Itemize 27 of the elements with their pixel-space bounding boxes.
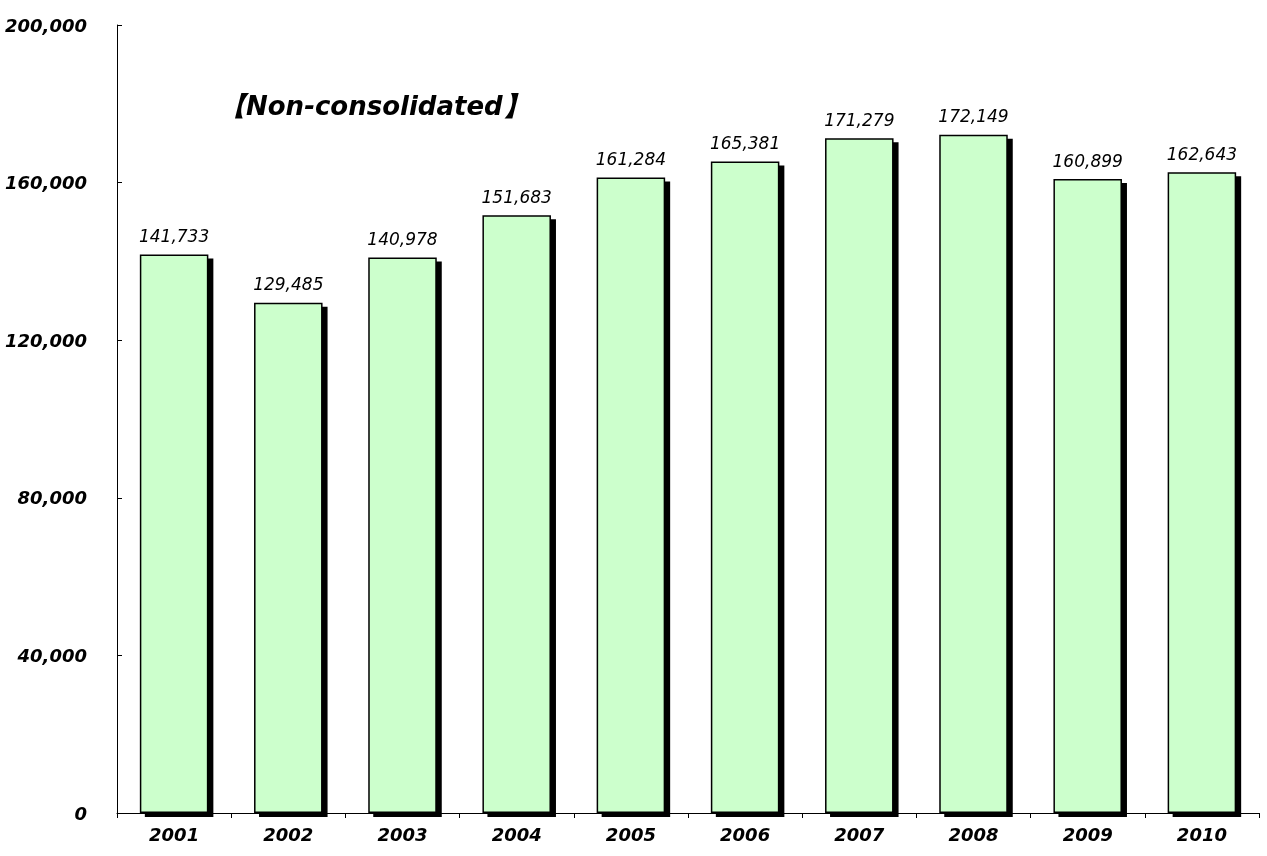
- y-tick-label: 120,000: [5, 329, 87, 351]
- data-label: 161,284: [595, 149, 667, 170]
- x-tick-label: 2003: [377, 823, 428, 845]
- data-label: 160,899: [1052, 150, 1123, 171]
- data-label: 129,485: [253, 274, 324, 295]
- text: 【Non-consolidated】: [220, 91, 529, 121]
- y-tick-label: 0: [74, 802, 87, 824]
- x-tick-label: 2002: [263, 823, 314, 845]
- data-label: 141,733: [138, 226, 210, 247]
- y-tick-label: 160,000: [5, 172, 87, 194]
- x-tick-label: 2010: [1176, 823, 1227, 845]
- y-tick-label: 80,000: [17, 487, 87, 509]
- x-tick-label: 2004: [491, 823, 542, 845]
- data-label: 162,643: [1166, 143, 1238, 164]
- y-tick-label: 200,000: [5, 14, 87, 36]
- x-tick-label: 2006: [720, 823, 771, 845]
- x-tick-label: 2009: [1062, 823, 1113, 845]
- y-tick-label: 40,000: [16, 644, 87, 666]
- data-label: 165,381: [709, 132, 781, 153]
- x-tick-label: 2001: [149, 823, 200, 845]
- x-tick-label: 2005: [605, 823, 656, 845]
- data-label: 172,149: [938, 106, 1009, 127]
- data-label: 151,683: [481, 186, 552, 207]
- x-tick-label: 2008: [948, 823, 999, 845]
- data-label: 140,978: [367, 229, 438, 250]
- x-tick-label: 2007: [834, 823, 885, 845]
- data-label: 171,279: [824, 109, 895, 130]
